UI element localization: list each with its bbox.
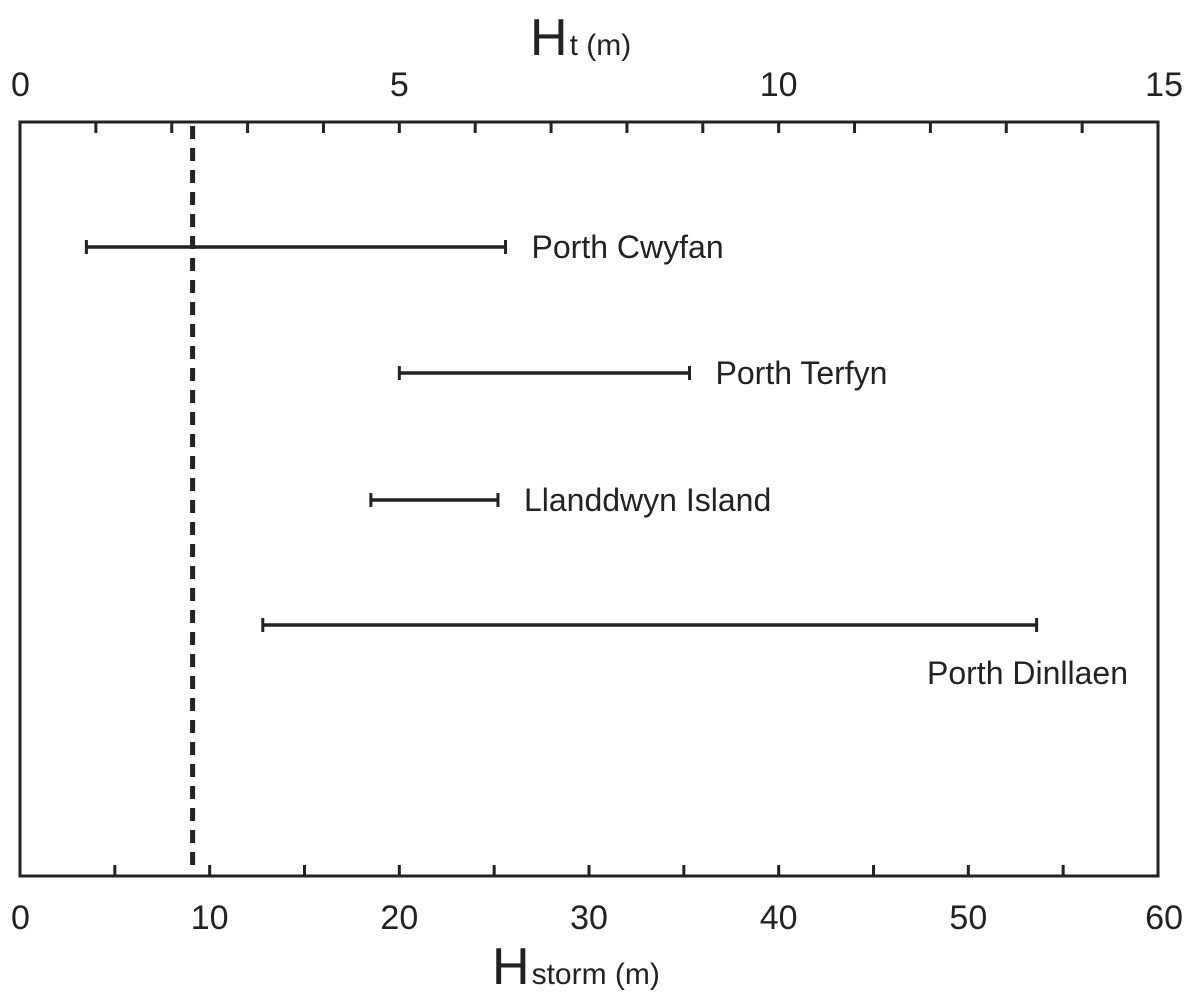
bottom-axis-tick-label: 60 — [1145, 899, 1183, 937]
range-bar: Porth Cwyfan — [84, 229, 724, 265]
top-axis-title-main: H — [530, 9, 568, 67]
range-label: Porth Dinllaen — [927, 655, 1128, 691]
top-axis-tick-label: 10 — [760, 66, 798, 104]
range-bar: Llanddwyn Island — [369, 482, 771, 518]
bottom-axis-title-sub: storm (m) — [532, 958, 660, 991]
bottom-axis-ticks — [18, 865, 1160, 876]
top-axis-tick-label: 0 — [11, 66, 30, 104]
bottom-axis-title: Hstorm (m) — [492, 938, 660, 992]
bottom-axis-tick-label: 0 — [11, 899, 30, 937]
range-label: Porth Terfyn — [716, 355, 888, 391]
bottom-axis-tick-labels: 0 10 20 30 40 50 60 — [11, 899, 1183, 937]
range-bar: Porth Dinllaen — [261, 618, 1128, 691]
top-axis-tick-labels: 0 5 10 15 — [11, 66, 1183, 104]
top-axis-tick-label: 5 — [390, 66, 409, 104]
top-axis-tick-label: 15 — [1145, 66, 1183, 104]
range-label: Porth Cwyfan — [532, 229, 724, 265]
range-bar: Porth Terfyn — [397, 355, 888, 391]
top-axis-title: Ht (m) — [530, 9, 631, 67]
top-axis-title-sub: t (m) — [570, 29, 632, 62]
bottom-axis-tick-label: 10 — [191, 899, 229, 937]
top-axis-ticks — [18, 122, 1160, 133]
bottom-axis-tick-label: 20 — [380, 899, 418, 937]
bottom-axis-tick-label: 50 — [949, 899, 987, 937]
bottom-axis-tick-label: 30 — [570, 899, 608, 937]
bottom-axis-title-main: H — [492, 938, 530, 992]
bottom-axis-tick-label: 40 — [760, 899, 798, 937]
range-label: Llanddwyn Island — [524, 482, 771, 518]
range-bars: Porth Cwyfan Porth Terfyn Llanddwyn Island… — [84, 229, 1128, 691]
